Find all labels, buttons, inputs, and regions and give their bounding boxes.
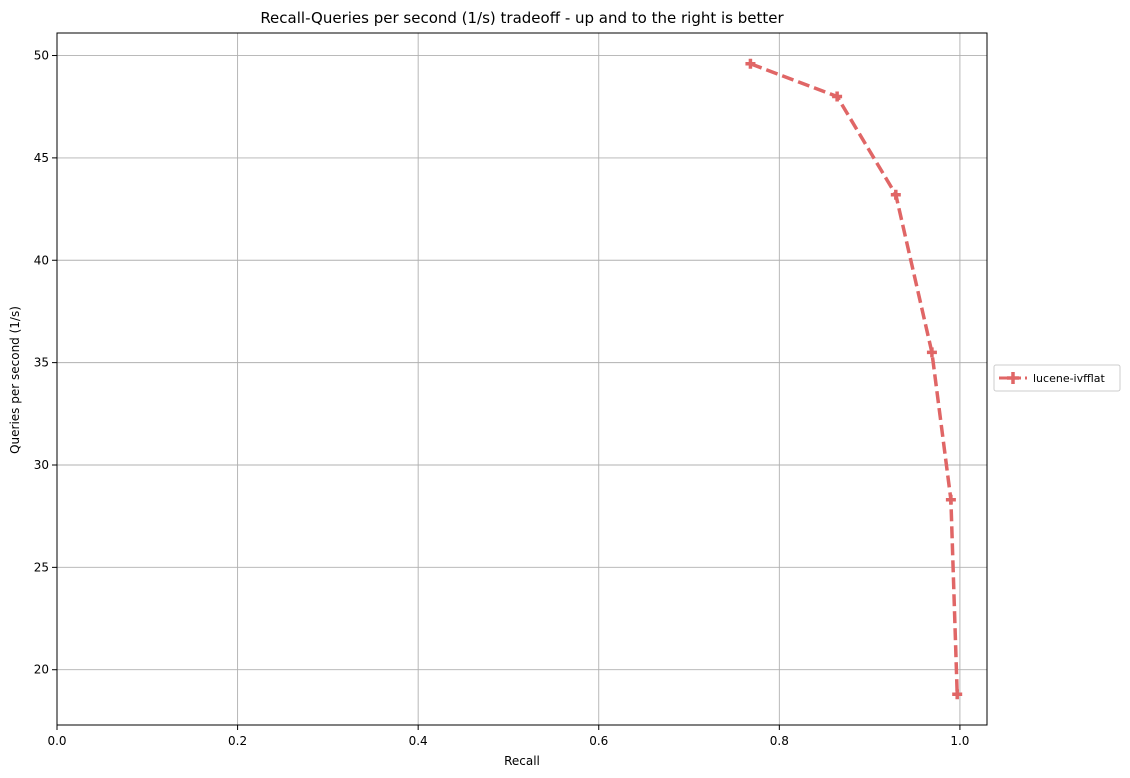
x-tick-label: 0.6 xyxy=(589,734,608,748)
grid xyxy=(56,33,987,725)
data-point xyxy=(945,494,956,505)
x-tick-label: 0.8 xyxy=(770,734,789,748)
series-layer xyxy=(745,58,963,700)
legend: lucene-ivfflat xyxy=(993,364,1121,392)
y-axis-label: Queries per second (1/s) xyxy=(8,306,22,454)
data-point xyxy=(745,58,756,69)
data-point xyxy=(890,189,901,200)
legend-label-lucene-ivfflat: lucene-ivfflat xyxy=(1033,372,1105,385)
plot-frame xyxy=(56,32,988,726)
y-tick-label: 50 xyxy=(34,49,49,63)
x-tick-label: 0.0 xyxy=(47,734,66,748)
x-tick-label: 0.4 xyxy=(409,734,428,748)
chart-title: Recall-Queries per second (1/s) tradeoff… xyxy=(260,9,784,27)
data-point xyxy=(952,689,963,700)
data-point xyxy=(832,91,843,102)
legend-marker-lucene-ivfflat xyxy=(1007,372,1019,384)
x-tick-label: 0.2 xyxy=(228,734,247,748)
y-tick-label: 35 xyxy=(34,356,49,370)
x-axis-ticks: 0.0 0.2 0.4 0.6 0.8 1.0 xyxy=(47,725,969,748)
y-axis-ticks: 20 25 30 35 40 45 50 xyxy=(34,49,57,677)
data-point xyxy=(926,347,937,358)
y-tick-label: 20 xyxy=(34,663,49,677)
x-tick-label: 1.0 xyxy=(950,734,969,748)
y-tick-label: 25 xyxy=(34,560,49,574)
series-line-lucene-ivfflat xyxy=(749,62,959,695)
y-tick-label: 45 xyxy=(34,151,49,165)
x-axis-label: Recall xyxy=(504,754,540,768)
y-tick-label: 40 xyxy=(34,253,49,267)
legend-box xyxy=(993,364,1121,392)
y-tick-label: 30 xyxy=(34,458,49,472)
